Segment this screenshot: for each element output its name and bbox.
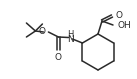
Text: O: O xyxy=(55,53,62,62)
Text: O: O xyxy=(38,27,45,36)
Text: OH: OH xyxy=(117,20,131,29)
Text: H: H xyxy=(67,30,74,39)
Text: O: O xyxy=(115,11,122,20)
Text: N: N xyxy=(67,35,74,44)
